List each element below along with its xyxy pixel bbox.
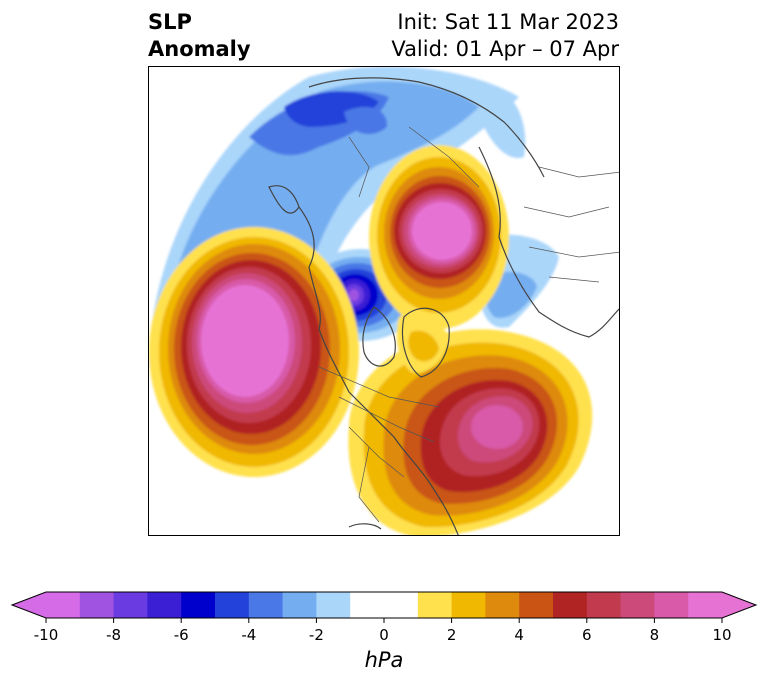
hudson-bay	[362, 306, 396, 367]
colorbar-bin-13	[519, 592, 554, 618]
colorbar-bin-12	[485, 592, 520, 618]
colorbar-bin-6	[248, 592, 284, 618]
colorbar	[10, 591, 758, 623]
colorbar-bin-17	[654, 592, 689, 618]
map-canvas	[149, 67, 619, 535]
colorbar-over-arrow	[722, 592, 756, 618]
colorbar-bin-11	[451, 592, 486, 618]
cuba-island	[348, 523, 382, 530]
run-info: Init: Sat 11 Mar 2023 Valid: 01 Apr – 07…	[391, 9, 619, 63]
valid-range-label: Valid: 01 Apr – 07 Apr	[391, 37, 619, 61]
pacific-high	[149, 227, 359, 477]
colorbar-tick-label-3: -4	[241, 626, 257, 644]
colorbar-bin-14	[553, 592, 588, 618]
colorbar-tick-label-10: 10	[712, 626, 732, 644]
colorbar-tick-label-9: 8	[649, 626, 660, 644]
colorbar-bin-10	[417, 592, 453, 618]
colorbar-bin-5	[215, 592, 250, 618]
colorbar-bin-9	[350, 592, 419, 618]
colorbar-bin-4	[181, 592, 216, 618]
neg-blob-north	[344, 107, 388, 135]
colorbar-bin-0	[46, 592, 81, 618]
colorbar-tick-label-7: 4	[514, 626, 524, 644]
low-core	[349, 289, 359, 301]
colorbar-bin-8	[316, 592, 351, 618]
north-america-coast	[298, 206, 459, 535]
warm-patch-greenland-2	[408, 330, 439, 362]
colorbar-bin-18	[688, 592, 723, 618]
colorbar-tick-label-6: 2	[446, 626, 457, 644]
colorbar-bin-3	[147, 592, 182, 618]
greenland-coast	[401, 307, 450, 378]
anomaly-map	[148, 66, 620, 536]
coastlines	[268, 77, 619, 535]
colorbar-tick-label-0: -10	[33, 626, 59, 644]
colorbar-bins	[46, 592, 723, 618]
colorbar-tick-label-1: -8	[106, 626, 122, 644]
colorbar-tickmarks	[45, 618, 723, 623]
colorbar-tick-label-2: -6	[173, 626, 189, 644]
colorbar-tick-label-5: 0	[379, 626, 389, 644]
map-title: SLP Anomaly	[148, 9, 251, 63]
political-borders	[318, 126, 619, 523]
init-date-label: Init: Sat 11 Mar 2023	[397, 10, 619, 34]
asia-coast	[308, 77, 545, 178]
colorbar-tick-labels: -10 -8 -6 -4 -2 0 2 4 6 8 10	[0, 626, 768, 646]
colorbar-tick-label-4: -2	[308, 626, 324, 644]
colorbar-bin-15	[586, 592, 622, 618]
colorbar-bin-16	[620, 592, 655, 618]
colorbar-under-arrow	[12, 592, 46, 618]
europe-coast	[478, 146, 619, 338]
alaska-coast	[268, 185, 300, 214]
title-line-anomaly: Anomaly	[148, 37, 251, 61]
colorbar-tick-label-8: 6	[582, 626, 592, 644]
colorbar-bin-7	[282, 592, 317, 618]
colorbar-unit-label: hPa	[364, 648, 404, 672]
siberian-high	[369, 145, 509, 329]
colorbar-bin-1	[79, 592, 115, 618]
title-line-slp: SLP	[148, 10, 192, 34]
atlantic-high	[348, 329, 593, 535]
colorbar-bin-2	[113, 592, 148, 618]
